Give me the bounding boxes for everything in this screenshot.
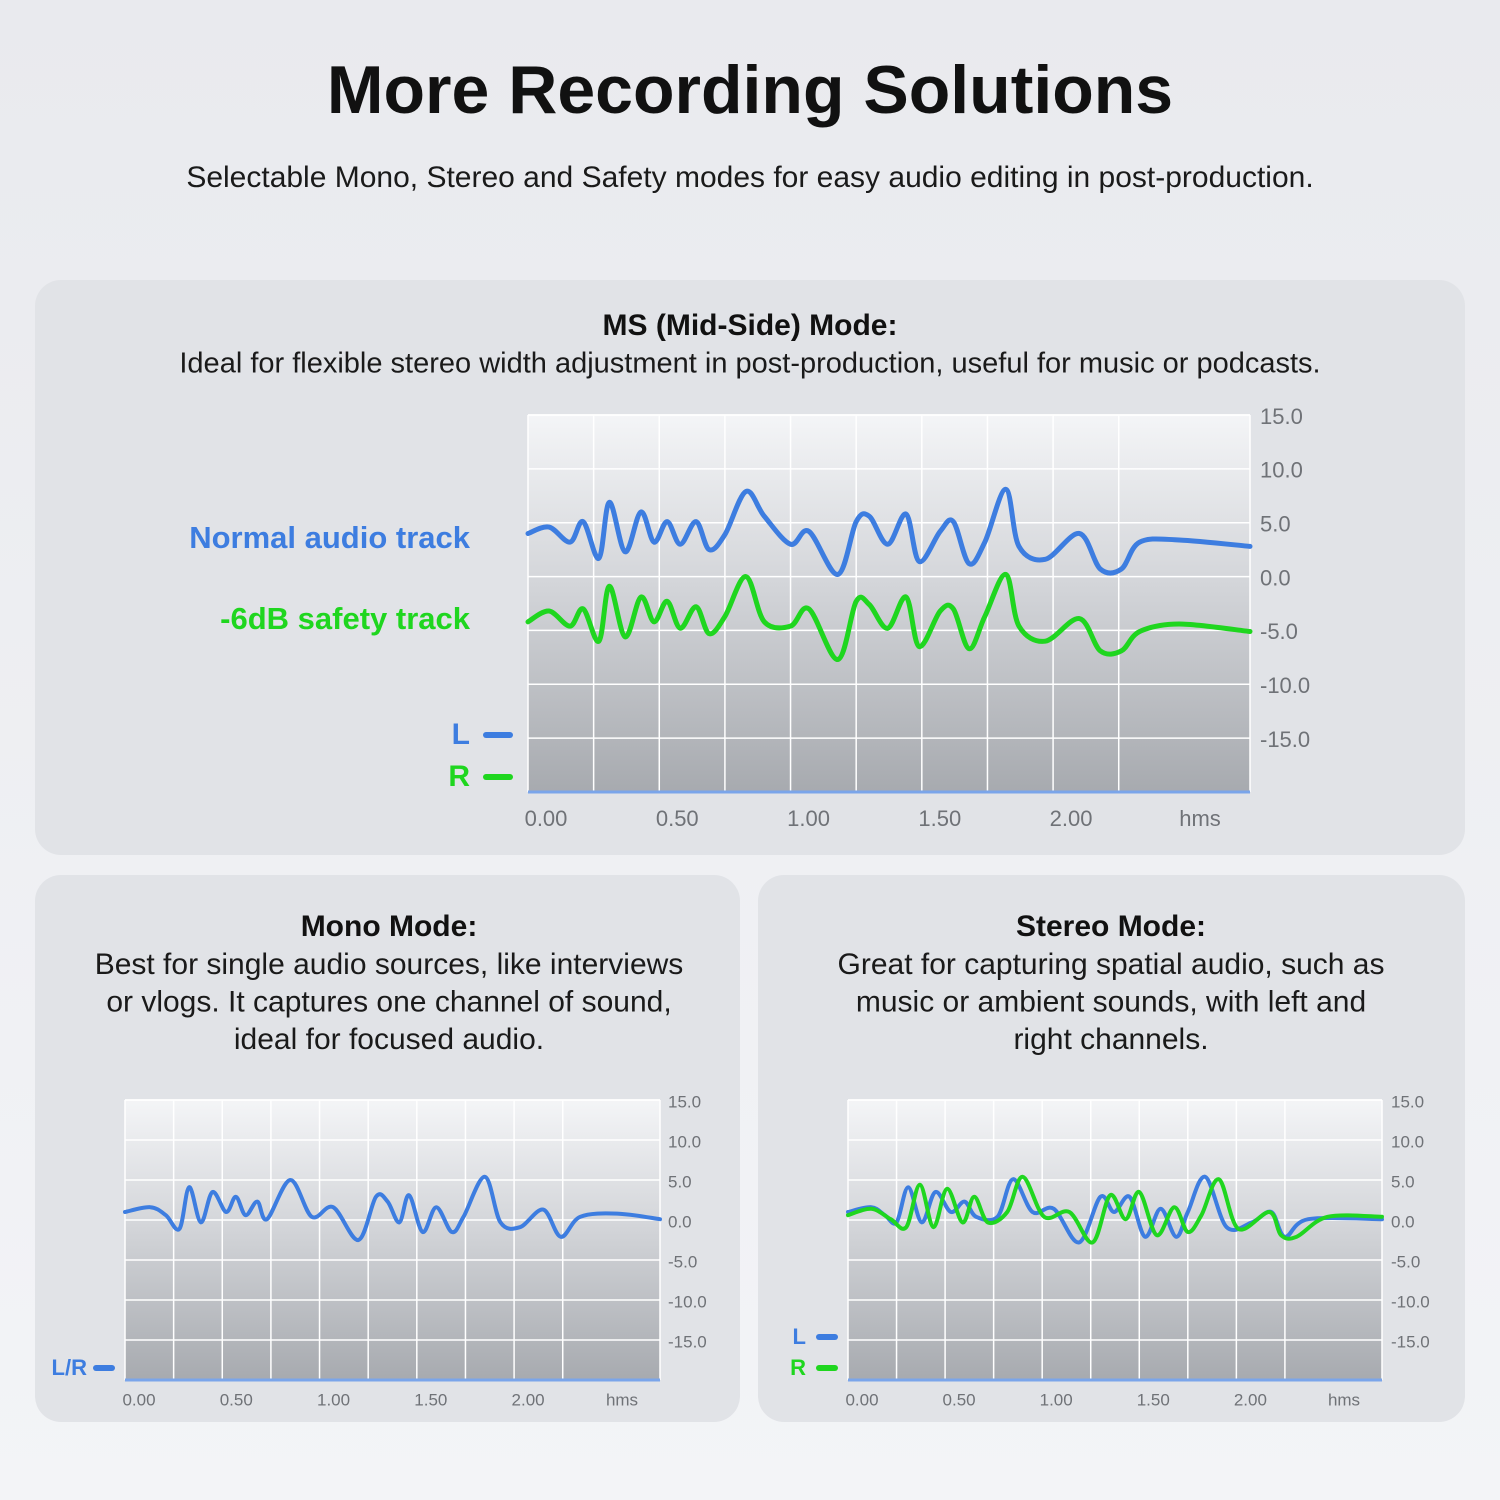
- waveform: [525, 486, 1253, 577]
- y-tick-label: 10.0: [668, 1132, 701, 1151]
- page-title: More Recording Solutions: [327, 52, 1173, 128]
- y-tick-label: 5.0: [1391, 1172, 1415, 1191]
- y-tick-label: -5.0: [1260, 619, 1298, 644]
- x-axis-unit: hms: [606, 1390, 638, 1409]
- y-tick-label: 10.0: [1391, 1132, 1424, 1151]
- x-tick-label: 1.50: [1137, 1390, 1170, 1409]
- legend-label: R: [790, 1355, 806, 1380]
- y-tick-label: -10.0: [1391, 1292, 1430, 1311]
- y-tick-label: 15.0: [1391, 1092, 1424, 1111]
- y-tick-label: -5.0: [668, 1252, 697, 1271]
- legend-label: L: [452, 718, 470, 751]
- panel-description: right channels.: [1013, 1023, 1208, 1056]
- y-tick-label: -5.0: [1391, 1252, 1420, 1271]
- y-tick-label: 0.0: [1391, 1212, 1415, 1231]
- x-axis-unit: hms: [1179, 806, 1221, 831]
- y-tick-label: 0.0: [1260, 565, 1291, 590]
- x-tick-label: 1.00: [317, 1390, 350, 1409]
- x-tick-label: 0.00: [122, 1390, 155, 1409]
- waveform: [846, 1174, 1384, 1245]
- y-tick-label: 15.0: [668, 1092, 701, 1111]
- x-axis-unit: hms: [1328, 1390, 1360, 1409]
- series-label: -6dB safety track: [220, 601, 471, 636]
- y-tick-label: 15.0: [1260, 404, 1303, 429]
- x-tick-label: 0.00: [525, 806, 568, 831]
- panel-title: Stereo Mode:: [1016, 910, 1206, 943]
- panel-description: Ideal for flexible stereo width adjustme…: [179, 348, 1320, 380]
- y-tick-label: -15.0: [668, 1332, 707, 1351]
- legend-label: R: [448, 760, 470, 793]
- y-tick-label: 0.0: [668, 1212, 692, 1231]
- legend-label: L: [793, 1324, 806, 1349]
- panel-description: Best for single audio sources, like inte…: [95, 948, 684, 981]
- y-tick-label: 5.0: [1260, 512, 1291, 537]
- waveform: [525, 571, 1253, 663]
- panel-title: Mono Mode:: [301, 910, 478, 943]
- page-subtitle: Selectable Mono, Stereo and Safety modes…: [186, 161, 1313, 194]
- panel-description: or vlogs. It captures one channel of sou…: [106, 985, 671, 1018]
- legend-label: L/R: [52, 1355, 88, 1380]
- x-tick-label: 0.50: [943, 1390, 976, 1409]
- x-tick-label: 2.00: [512, 1390, 545, 1409]
- y-tick-label: -10.0: [1260, 673, 1310, 698]
- panel-title: MS (Mid-Side) Mode:: [603, 309, 898, 342]
- y-tick-label: -10.0: [668, 1292, 707, 1311]
- x-tick-label: 1.00: [787, 806, 830, 831]
- y-tick-label: -15.0: [1260, 727, 1310, 752]
- panel-description: Great for capturing spatial audio, such …: [838, 948, 1385, 981]
- series-label: Normal audio track: [189, 520, 471, 555]
- x-tick-label: 1.50: [414, 1390, 447, 1409]
- y-tick-label: 10.0: [1260, 458, 1303, 483]
- x-tick-label: 2.00: [1050, 806, 1093, 831]
- x-tick-label: 2.00: [1234, 1390, 1267, 1409]
- panel-description: ideal for focused audio.: [234, 1023, 544, 1056]
- x-tick-label: 1.00: [1040, 1390, 1073, 1409]
- y-tick-label: 5.0: [668, 1172, 692, 1191]
- plot-area: [125, 1100, 660, 1380]
- y-tick-label: -15.0: [1391, 1332, 1430, 1351]
- waveform: [123, 1174, 662, 1242]
- plot-area: [848, 1100, 1382, 1380]
- x-tick-label: 0.50: [220, 1390, 253, 1409]
- x-tick-label: 0.00: [845, 1390, 878, 1409]
- x-tick-label: 0.50: [656, 806, 699, 831]
- panel-description: music or ambient sounds, with left and: [856, 985, 1366, 1018]
- x-tick-label: 1.50: [918, 806, 961, 831]
